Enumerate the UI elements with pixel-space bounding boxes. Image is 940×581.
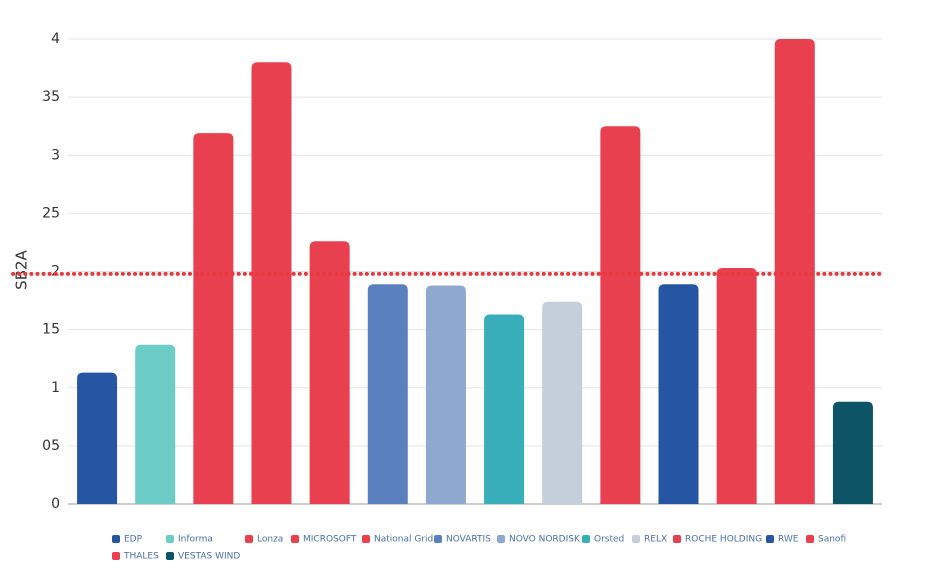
legend-swatch [166,552,174,560]
y-tick-label: 05 [42,438,60,454]
legend-label: National Grid [374,535,433,545]
legend-swatch [291,535,299,543]
legend-label: NOVO NORDISK [509,535,581,545]
y-tick-label: 35 [42,89,60,105]
bar [484,314,525,504]
bar [716,268,757,504]
legend-label: NOVARTIS [446,535,491,545]
legend-label: MICROSOFT [303,535,357,545]
legend-label: Sanofi [818,535,846,545]
legend-swatch [112,552,120,560]
y-tick-label: 25 [42,205,60,221]
legend-label: VESTAS WIND [178,552,240,562]
bar [425,285,466,504]
y-tick-label: 4 [51,31,60,47]
legend-label: Orsted [594,535,624,545]
y-tick-label: 1 [51,380,60,396]
legend-label: Lonza [257,535,283,545]
legend-swatch [766,535,774,543]
y-tick-label: 2 [51,264,60,280]
legend-label: RELX [644,535,667,545]
bar [251,62,292,504]
bar [658,284,699,504]
legend-swatch [112,535,120,543]
y-tick-label: 0 [51,496,60,512]
y-tick-label: 3 [51,147,60,163]
legend-swatch [497,535,505,543]
bar [600,126,641,504]
legend-swatch [632,535,640,543]
bar [367,284,408,504]
bar [77,372,118,504]
legend-swatch [806,535,814,543]
bar [135,344,176,504]
legend-swatch [673,535,681,543]
bar [774,39,815,504]
legend-swatch [434,535,442,543]
y-tick-label: 15 [42,322,60,338]
legend-swatch [166,535,174,543]
legend-label: THALES [123,552,159,562]
legend-swatch [245,535,253,543]
legend-label: EDP [124,535,143,545]
bar [309,241,350,504]
y-axis-label: SB2A [13,249,31,289]
legend-label: RWE [778,535,799,545]
bar [832,401,873,504]
legend-swatch [362,535,370,543]
bar [542,301,583,504]
legend-label: Informa [178,535,213,545]
legend-swatch [582,535,590,543]
legend-label: ROCHE HOLDING [685,535,762,545]
bar [193,133,234,504]
